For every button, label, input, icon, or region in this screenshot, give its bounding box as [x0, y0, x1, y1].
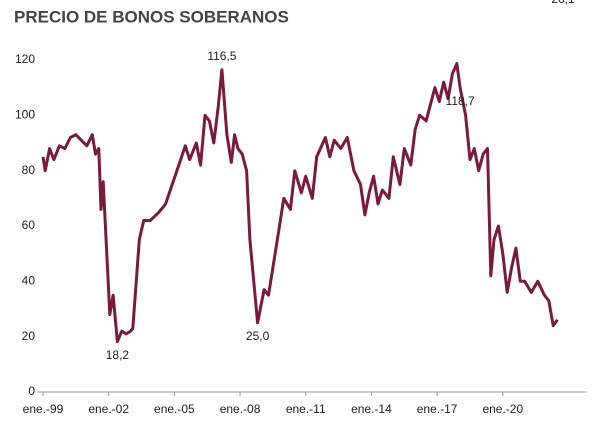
y-tick-label: 40: [22, 274, 36, 288]
x-tick-label: ene.-14: [351, 402, 392, 416]
y-tick-label: 80: [22, 163, 36, 177]
x-tick-label: ene.-20: [482, 402, 523, 416]
x-tick-label: ene.-08: [220, 402, 261, 416]
y-tick-label: 60: [22, 218, 36, 232]
x-tick-label: ene.-02: [88, 402, 129, 416]
data-label: 118,7: [446, 94, 475, 108]
x-tick-label: ene.-99: [23, 402, 64, 416]
chart-title: PRECIO DE BONOS SOBERANOS: [14, 7, 289, 26]
y-tick-label: 0: [28, 384, 35, 398]
data-line: [41, 62, 559, 344]
data-label: 18,2: [106, 348, 130, 362]
y-tick-label: 120: [15, 52, 35, 66]
y-tick-label: 100: [15, 108, 35, 122]
data-label: 26,1: [551, 0, 575, 6]
x-tick-label: ene.-05: [154, 402, 195, 416]
data-label: 116,5: [207, 49, 236, 63]
data-label: 25,0: [246, 329, 270, 343]
x-tick-label: ene.-11: [286, 402, 326, 416]
y-tick-label: 20: [22, 329, 36, 343]
x-tick-label: ene.-17: [417, 402, 458, 416]
